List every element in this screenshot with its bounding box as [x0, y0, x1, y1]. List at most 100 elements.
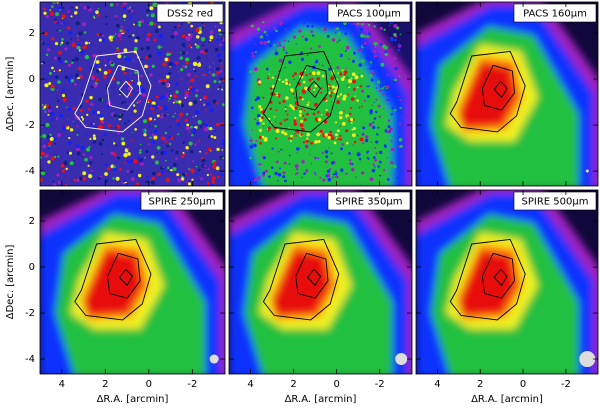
image-speckle [207, 147, 211, 151]
image-speckle [331, 38, 336, 42]
image-speckle [170, 51, 173, 55]
image-speckle [219, 69, 223, 73]
image-speckle [308, 145, 311, 149]
image-speckle [78, 176, 83, 181]
image-speckle [312, 34, 315, 37]
image-speckle [149, 117, 153, 121]
image-speckle [198, 26, 203, 31]
image-speckle [169, 142, 172, 146]
image-speckle [337, 138, 340, 141]
image-speckle [207, 167, 210, 171]
image-speckle [163, 104, 167, 108]
image-speckle [300, 57, 305, 61]
image-speckle [40, 170, 46, 176]
image-speckle [269, 87, 273, 90]
image-speckle [264, 169, 268, 173]
image-speckle [151, 155, 155, 159]
image-speckle [398, 136, 401, 138]
image-speckle [206, 181, 210, 185]
image-speckle [303, 118, 307, 121]
image-speckle [390, 37, 394, 42]
image-speckle [300, 108, 303, 110]
image-speckle [366, 156, 369, 159]
image-speckle [105, 15, 108, 18]
image-speckle [346, 114, 349, 117]
image-speckle [163, 114, 166, 117]
image-speckle [343, 37, 346, 40]
image-speckle [369, 109, 372, 112]
image-speckle [161, 81, 165, 86]
image-speckle [254, 91, 257, 95]
image-speckle [358, 63, 363, 67]
panel [40, 2, 225, 186]
image-speckle [140, 88, 146, 93]
image-speckle [80, 50, 85, 55]
image-speckle [76, 147, 80, 151]
image-speckle [136, 182, 140, 186]
image-speckle [160, 78, 164, 83]
image-speckle [179, 56, 184, 60]
image-speckle [201, 22, 204, 25]
x-tick-label: -2 [187, 379, 197, 390]
image-speckle [369, 116, 371, 118]
image-speckle [63, 161, 68, 166]
image-speckle [92, 140, 97, 144]
panel-frame [39, 1, 226, 187]
image-speckle [54, 42, 59, 46]
image-speckle [283, 119, 286, 122]
image-speckle [278, 52, 283, 57]
image-speckle [147, 32, 152, 37]
contour [449, 238, 526, 321]
image-speckle [279, 44, 282, 47]
image-speckle [164, 38, 166, 40]
image-speckle [375, 57, 379, 61]
image-speckle [253, 67, 258, 72]
panel-label-box [327, 3, 411, 23]
image-speckle [308, 78, 312, 82]
image-speckle [92, 110, 96, 115]
image-speckle [290, 140, 292, 143]
image-speckle [298, 113, 302, 117]
image-speckle [122, 14, 127, 19]
image-speckle [384, 148, 388, 152]
image-speckle [274, 51, 279, 56]
image-speckle [124, 161, 127, 164]
image-speckle [384, 50, 388, 54]
image-speckle [86, 147, 91, 152]
image-speckle [280, 148, 283, 151]
y-tick-label: -4 [25, 354, 35, 365]
image-speckle [322, 178, 326, 182]
image-speckle [268, 175, 271, 178]
image-speckle [300, 119, 304, 123]
image-speckle [305, 175, 310, 180]
image-speckle [199, 98, 202, 101]
image-speckle [212, 165, 217, 169]
image-speckle [140, 19, 144, 24]
image-speckle [366, 94, 370, 98]
image-speckle [150, 13, 155, 18]
image-speckle [92, 173, 95, 176]
image-speckle [220, 156, 222, 159]
image-speckle [251, 169, 255, 172]
image-speckle [350, 121, 353, 124]
image-speckle [278, 58, 283, 63]
image-speckle [213, 136, 217, 140]
image-speckle [277, 150, 280, 153]
image-speckle [337, 129, 340, 133]
image-speckle [40, 156, 42, 159]
image-speckle [311, 24, 314, 28]
image-speckle [396, 177, 399, 179]
image-speckle [153, 135, 158, 140]
image-speckle [282, 171, 286, 175]
image-speckle [350, 151, 355, 155]
image-speckle [314, 156, 317, 160]
image-speckle [70, 6, 74, 9]
image-speckle [262, 156, 266, 160]
image-speckle [200, 177, 204, 181]
image-speckle [358, 158, 362, 161]
image-speckle [158, 33, 164, 39]
image-speckle [264, 168, 266, 170]
image-speckle [386, 156, 388, 159]
image-speckle [330, 44, 334, 48]
image-speckle [360, 33, 365, 38]
